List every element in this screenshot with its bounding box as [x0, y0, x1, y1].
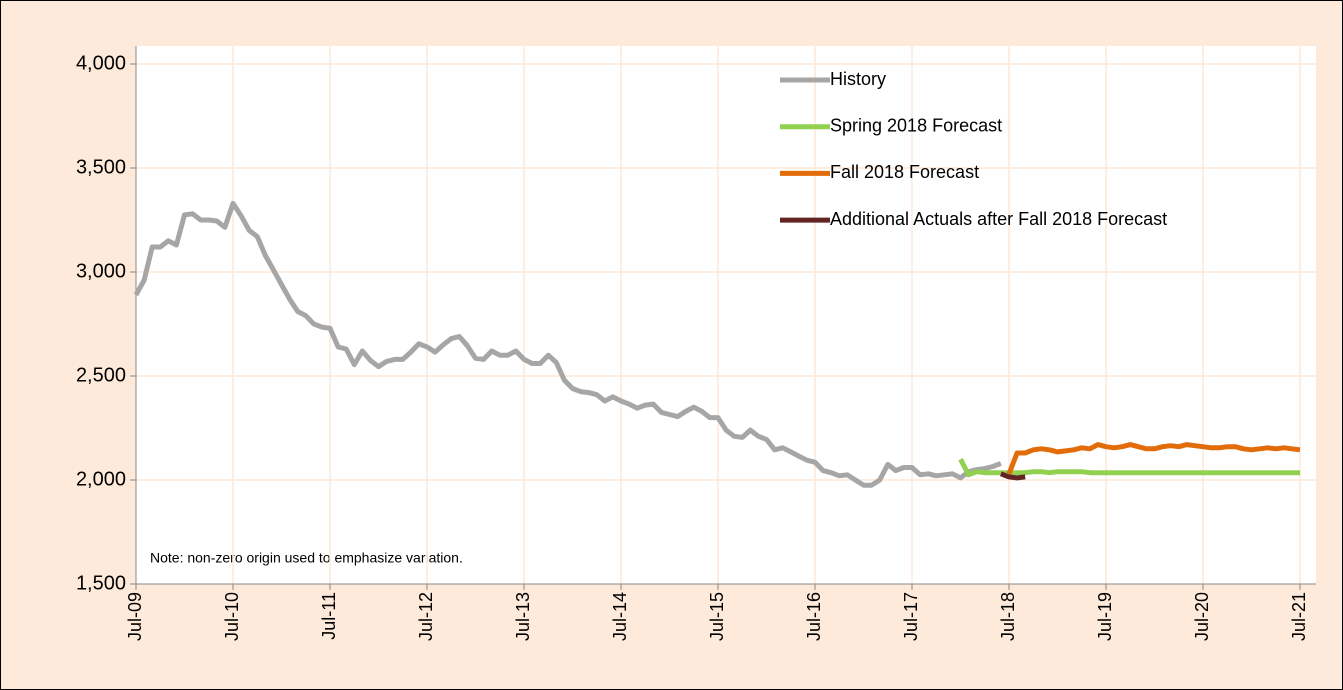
- x-tick-label: Jul-09: [125, 592, 145, 641]
- plot-area: [136, 46, 1316, 584]
- series-line: [958, 458, 1300, 478]
- series-line: [1000, 471, 1026, 481]
- x-tick-label: Jul-17: [901, 592, 921, 641]
- legend-label: Fall 2018 Forecast: [830, 162, 979, 182]
- legend-label: History: [830, 69, 886, 89]
- x-tick-label: Jul-21: [1289, 592, 1309, 641]
- x-tick-label: Jul-14: [610, 592, 630, 641]
- series-line: [133, 200, 1002, 488]
- x-tick-label: Jul-13: [513, 592, 533, 641]
- x-tick-label: Jul-19: [1095, 592, 1115, 641]
- x-tick-label: Jul-15: [707, 592, 727, 641]
- legend-label: Spring 2018 Forecast: [830, 115, 1002, 135]
- y-tick-label: 3,500: [76, 156, 126, 178]
- x-tick-label: Jul-18: [998, 592, 1018, 641]
- y-tick-label: 1,500: [76, 572, 126, 594]
- x-tick-label: Jul-10: [222, 592, 242, 641]
- y-tick-label: 2,500: [76, 364, 126, 386]
- x-tick-label: Jul-16: [804, 592, 824, 641]
- y-tick-label: 2,000: [76, 468, 126, 490]
- x-tick-label: Jul-11: [319, 592, 339, 640]
- y-tick-label: 4,000: [76, 52, 126, 74]
- y-tick-label: 3,000: [76, 260, 126, 282]
- series-line: [1006, 442, 1301, 475]
- legend-label: Additional Actuals after Fall 2018 Forec…: [830, 209, 1167, 229]
- x-tick-label: Jul-12: [416, 592, 436, 641]
- x-tick-label: Jul-20: [1192, 592, 1212, 641]
- note: Note: non-zero origin used to emphasize …: [150, 550, 463, 566]
